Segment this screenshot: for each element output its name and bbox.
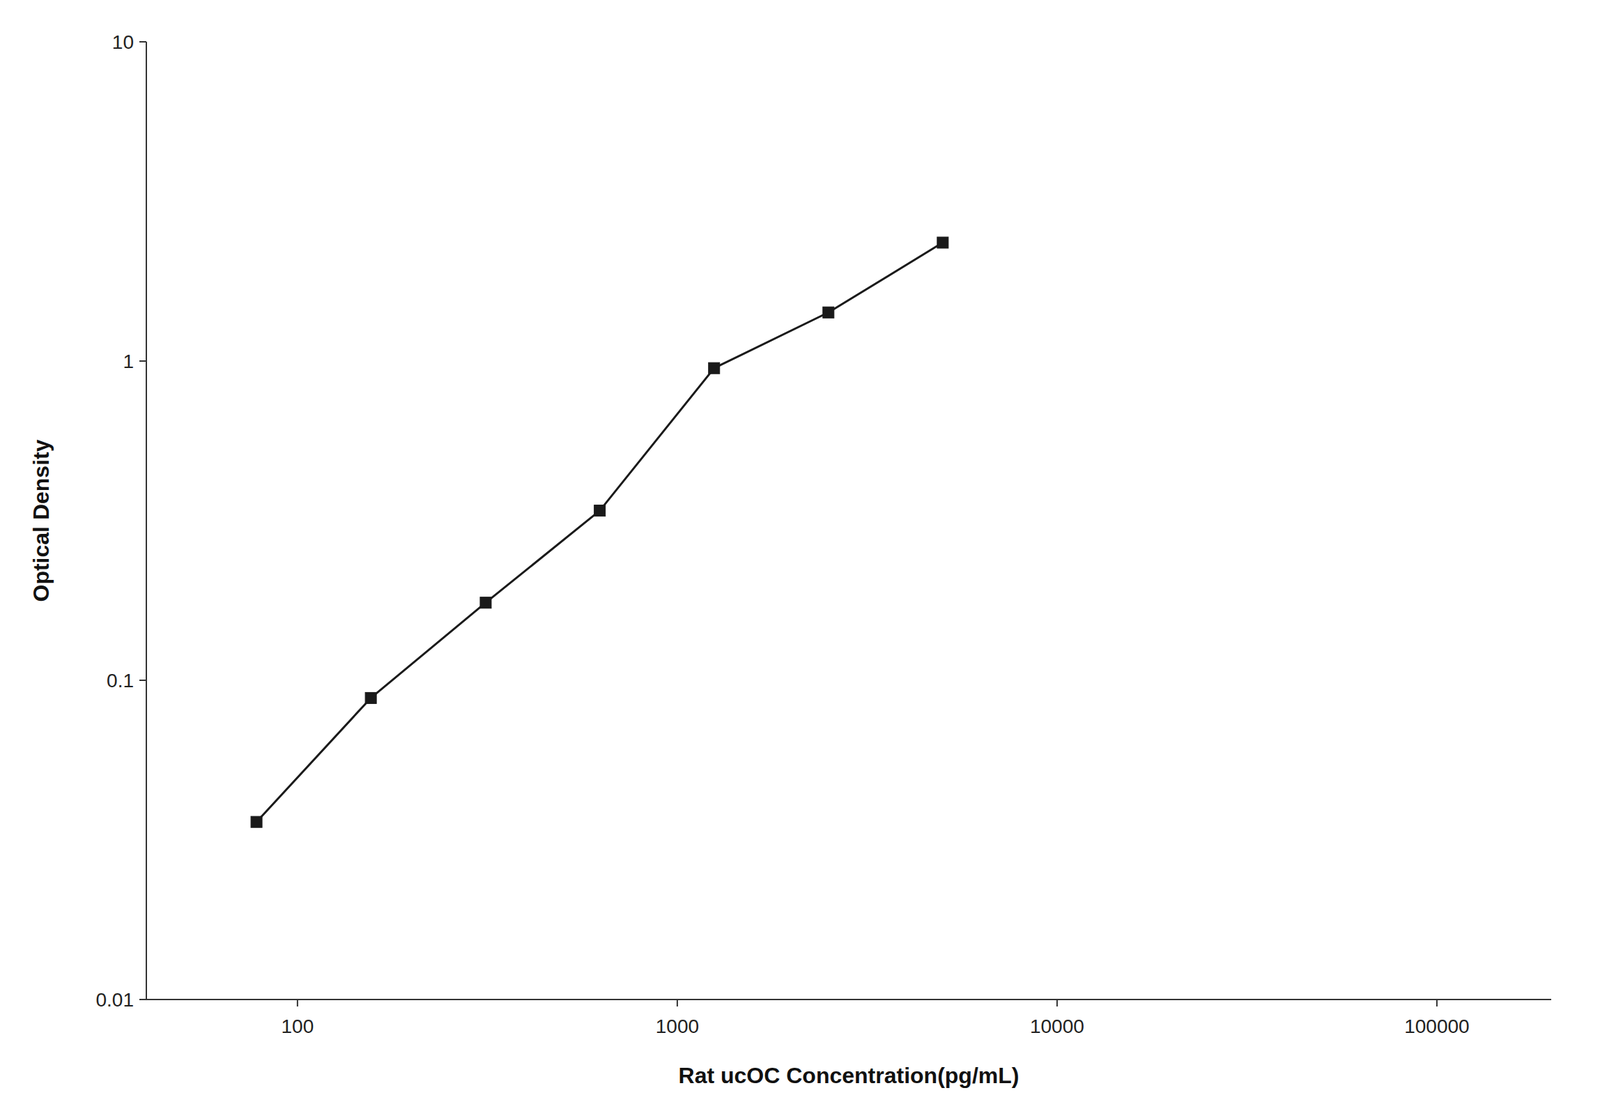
y-tick-label: 0.01 (96, 988, 135, 1011)
plot-area (250, 236, 949, 828)
data-point (250, 816, 263, 828)
x-tick (296, 999, 299, 1007)
y-tick-label: 1 (122, 350, 134, 373)
chart-svg: 100 1000 10000 100000 0.01 0.1 1 10 Rat ucOC Con… (0, 0, 1600, 1118)
y-tick-label: 0.1 (106, 669, 134, 692)
x-tick (1436, 999, 1438, 1007)
data-point (937, 236, 949, 249)
data-line (256, 242, 943, 822)
axes: 100 1000 10000 100000 0.01 0.1 1 10 (96, 31, 1552, 1038)
data-point (708, 362, 720, 374)
x-tick (1056, 999, 1058, 1007)
y-tick-label: 10 (112, 31, 134, 53)
chart-container: 100 1000 10000 100000 0.01 0.1 1 10 Rat ucOC Con… (0, 0, 1600, 1118)
x-tick-label: 100 (281, 1015, 315, 1037)
x-axis-label: Rat ucOC Concentration(pg/mL) (678, 1062, 1020, 1088)
data-point (365, 691, 377, 704)
data-point (594, 505, 606, 517)
background (0, 0, 1600, 1118)
y-axis-line (145, 41, 148, 1000)
y-tick (139, 679, 147, 681)
data-point (480, 597, 492, 609)
y-axis-label: Optical Density (28, 439, 54, 602)
x-tick-label: 100000 (1404, 1015, 1469, 1037)
y-tick (139, 360, 147, 362)
x-tick-label: 10000 (1029, 1015, 1085, 1037)
x-tick-label: 1000 (655, 1015, 699, 1037)
x-tick (676, 999, 679, 1007)
y-tick (139, 998, 147, 1000)
y-tick (139, 41, 147, 43)
data-point (822, 306, 835, 318)
x-axis-line (146, 998, 1552, 1000)
